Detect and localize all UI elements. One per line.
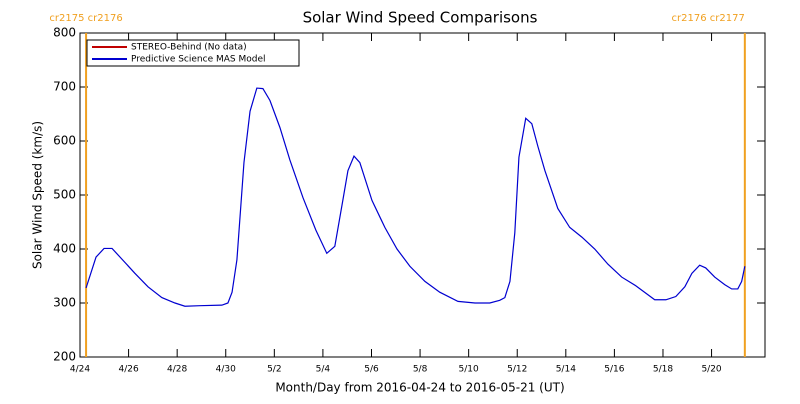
y-tick-label: 700 (53, 80, 76, 94)
x-tick-label: 5/6 (364, 365, 379, 375)
x-tick-label: 5/18 (653, 365, 673, 375)
legend-box (86, 39, 300, 67)
x-tick-label: 4/24 (70, 365, 90, 375)
legend-label: STEREO-Behind (No data) (131, 43, 247, 53)
plot-frame (79, 32, 766, 358)
x-tick-label: 4/30 (216, 365, 236, 375)
x-tick-label: 4/28 (167, 365, 187, 375)
x-axis-label: Month/Day from 2016-04-24 to 2016-05-21 … (275, 381, 564, 395)
x-tick-label: 5/8 (413, 365, 428, 375)
y-tick-label: 400 (53, 242, 76, 256)
chart-title: Solar Wind Speed Comparisons (303, 9, 538, 27)
x-tick-label: 5/20 (701, 365, 721, 375)
y-tick-label: 600 (53, 134, 76, 148)
y-tick-label: 300 (53, 296, 76, 310)
x-tick-label: 5/2 (267, 365, 281, 375)
x-tick-label: 4/26 (118, 365, 138, 375)
x-tick-label: 5/16 (604, 365, 624, 375)
y-axis-label: Solar Wind Speed (km/s) (31, 121, 45, 269)
marker-label: cr2175 cr2176 (49, 13, 122, 24)
series-line (85, 87, 746, 307)
legend-label: Predictive Science MAS Model (131, 55, 266, 65)
y-tick-label: 800 (53, 26, 76, 40)
x-tick-label: 5/12 (507, 365, 527, 375)
x-tick-label: 5/10 (459, 365, 479, 375)
x-tick-label: 5/4 (316, 365, 331, 375)
x-tick-label: 5/14 (556, 365, 576, 375)
marker-label: cr2176 cr2177 (672, 13, 745, 24)
y-tick-label: 200 (53, 350, 76, 364)
y-tick-label: 500 (53, 188, 76, 202)
